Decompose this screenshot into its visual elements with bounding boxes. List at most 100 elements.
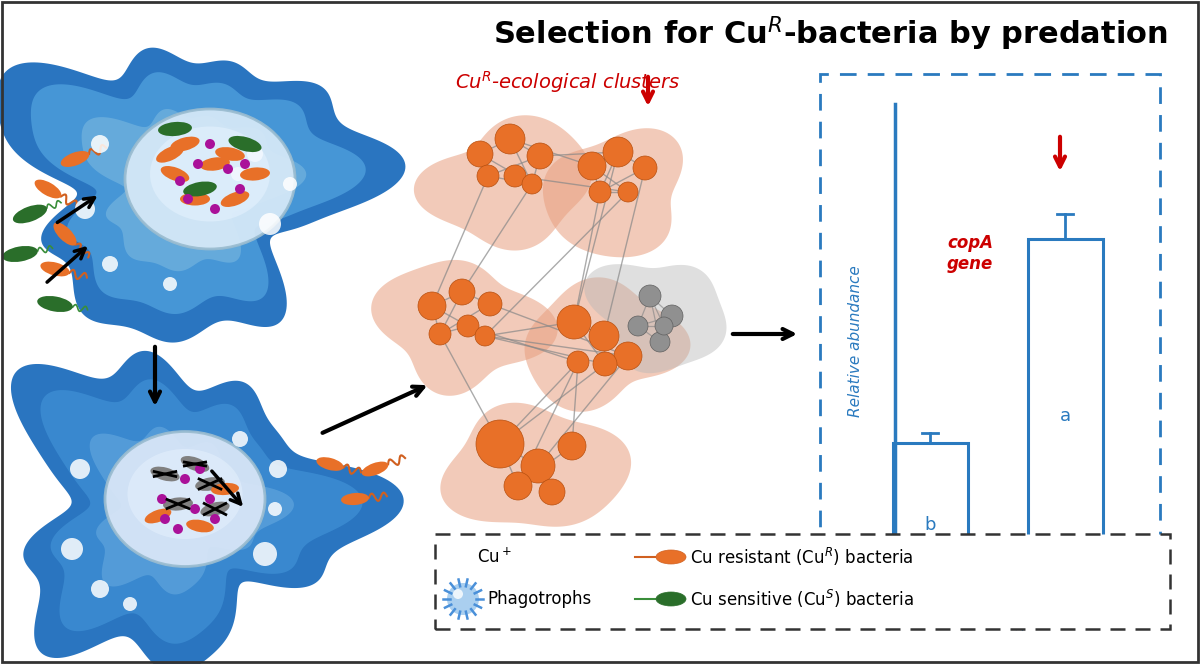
Circle shape xyxy=(230,167,245,181)
Circle shape xyxy=(589,181,611,203)
Text: Cu sensitive (Cu$^S$) bacteria: Cu sensitive (Cu$^S$) bacteria xyxy=(690,588,913,610)
Circle shape xyxy=(568,351,589,373)
Circle shape xyxy=(157,494,167,504)
Ellipse shape xyxy=(186,520,214,533)
Polygon shape xyxy=(524,278,690,412)
Polygon shape xyxy=(31,72,366,314)
Text: copA
gene: copA gene xyxy=(947,234,994,273)
Ellipse shape xyxy=(41,262,70,276)
Circle shape xyxy=(210,514,220,524)
Circle shape xyxy=(478,292,502,316)
Circle shape xyxy=(205,139,215,149)
Circle shape xyxy=(163,277,178,291)
Circle shape xyxy=(449,279,475,305)
Circle shape xyxy=(190,504,200,514)
Circle shape xyxy=(235,184,245,194)
Circle shape xyxy=(205,494,215,504)
Circle shape xyxy=(496,124,526,154)
Circle shape xyxy=(504,165,526,187)
Circle shape xyxy=(467,141,493,167)
Ellipse shape xyxy=(37,296,73,312)
Circle shape xyxy=(640,285,661,307)
Circle shape xyxy=(283,177,298,191)
Circle shape xyxy=(456,550,470,564)
Circle shape xyxy=(628,316,648,336)
Ellipse shape xyxy=(240,167,270,181)
Polygon shape xyxy=(371,260,558,396)
Circle shape xyxy=(522,174,542,194)
Polygon shape xyxy=(11,351,403,664)
Ellipse shape xyxy=(163,497,193,511)
Circle shape xyxy=(160,514,170,524)
Circle shape xyxy=(604,137,634,167)
Circle shape xyxy=(418,292,446,320)
Ellipse shape xyxy=(317,457,343,471)
Circle shape xyxy=(70,459,90,479)
Circle shape xyxy=(539,479,565,505)
Circle shape xyxy=(614,342,642,370)
Circle shape xyxy=(589,321,619,351)
Polygon shape xyxy=(414,116,592,250)
Circle shape xyxy=(476,420,524,468)
Polygon shape xyxy=(584,264,726,373)
Circle shape xyxy=(578,152,606,180)
Ellipse shape xyxy=(180,193,210,205)
Ellipse shape xyxy=(221,191,250,207)
Circle shape xyxy=(268,502,282,516)
Ellipse shape xyxy=(361,461,389,476)
Circle shape xyxy=(180,474,190,484)
Circle shape xyxy=(558,432,586,460)
Circle shape xyxy=(454,589,463,599)
Ellipse shape xyxy=(656,550,686,564)
Ellipse shape xyxy=(181,456,209,472)
Circle shape xyxy=(446,583,479,615)
Ellipse shape xyxy=(158,122,192,136)
Circle shape xyxy=(661,305,683,327)
Text: Cu$^R$-ecological clusters: Cu$^R$-ecological clusters xyxy=(455,69,680,95)
Polygon shape xyxy=(82,109,306,271)
Polygon shape xyxy=(440,403,631,527)
Circle shape xyxy=(124,597,137,611)
Ellipse shape xyxy=(127,449,242,539)
Ellipse shape xyxy=(61,151,89,167)
Polygon shape xyxy=(0,48,406,343)
Text: Cu$^+$: Cu$^+$ xyxy=(478,547,512,566)
Ellipse shape xyxy=(211,483,239,495)
Polygon shape xyxy=(41,379,362,643)
Circle shape xyxy=(593,352,617,376)
Circle shape xyxy=(182,194,193,204)
Ellipse shape xyxy=(656,592,686,606)
Text: b: b xyxy=(924,516,936,534)
Circle shape xyxy=(247,146,263,162)
Ellipse shape xyxy=(200,157,230,171)
Circle shape xyxy=(504,472,532,500)
Ellipse shape xyxy=(145,509,172,523)
Ellipse shape xyxy=(125,109,295,249)
Circle shape xyxy=(91,580,109,598)
Circle shape xyxy=(253,542,277,566)
Ellipse shape xyxy=(106,432,265,566)
Ellipse shape xyxy=(54,222,77,246)
Text: Selection for Cu$^R$-bacteria by predation: Selection for Cu$^R$-bacteria by predati… xyxy=(492,15,1168,53)
Circle shape xyxy=(527,143,553,169)
Circle shape xyxy=(475,326,496,346)
Text: Cu resistant (Cu$^R$) bacteria: Cu resistant (Cu$^R$) bacteria xyxy=(690,546,913,568)
Circle shape xyxy=(521,449,554,483)
Circle shape xyxy=(210,204,220,214)
Ellipse shape xyxy=(196,477,224,491)
Polygon shape xyxy=(90,427,294,594)
Circle shape xyxy=(91,135,109,153)
Ellipse shape xyxy=(184,181,217,197)
Circle shape xyxy=(478,165,499,187)
Polygon shape xyxy=(542,128,683,257)
Ellipse shape xyxy=(341,493,368,505)
Ellipse shape xyxy=(228,136,262,152)
Circle shape xyxy=(240,159,250,169)
Ellipse shape xyxy=(13,205,47,223)
Circle shape xyxy=(457,315,479,337)
Ellipse shape xyxy=(200,501,229,517)
Circle shape xyxy=(102,256,118,272)
Circle shape xyxy=(557,305,592,339)
Circle shape xyxy=(61,538,83,560)
Circle shape xyxy=(232,431,248,447)
